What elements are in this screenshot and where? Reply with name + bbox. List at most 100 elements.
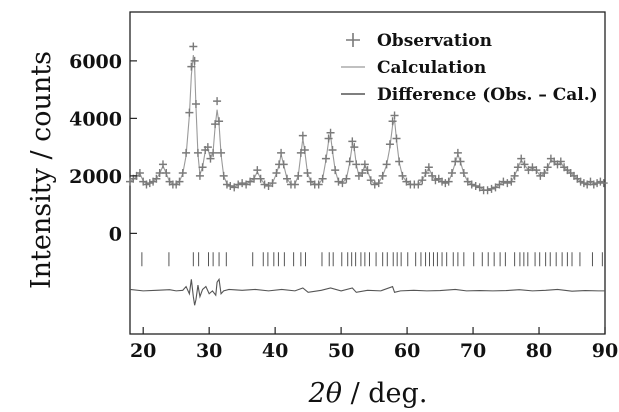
observation-point bbox=[203, 143, 212, 152]
observation-point bbox=[162, 169, 171, 177]
observation-point bbox=[366, 176, 375, 185]
x-tick-label-20: 20 bbox=[130, 340, 156, 362]
observation-point bbox=[444, 177, 453, 186]
observation-point bbox=[428, 171, 437, 180]
observation-point bbox=[152, 174, 161, 183]
observation-point bbox=[326, 128, 335, 137]
observation-point bbox=[517, 154, 526, 163]
legend: Observation Calculation Difference (Obs.… bbox=[341, 31, 598, 105]
observation-point bbox=[395, 157, 404, 166]
observation-point bbox=[206, 154, 215, 163]
observation-point bbox=[253, 166, 262, 175]
y-axis-ticks: 0 2000 4000 6000 bbox=[69, 51, 137, 245]
observation-point bbox=[459, 169, 468, 177]
observation-point bbox=[352, 160, 361, 169]
y-axis-title: Intensity / counts bbox=[26, 51, 57, 289]
observation-point bbox=[135, 169, 144, 177]
observation-point bbox=[378, 171, 387, 180]
observation-point bbox=[294, 171, 303, 180]
observation-point bbox=[467, 180, 476, 189]
y-tick-label-4000: 4000 bbox=[69, 108, 122, 130]
observation-point bbox=[418, 176, 427, 185]
observation-point bbox=[213, 97, 222, 106]
observation-point bbox=[318, 174, 327, 183]
y-tick-label-2000: 2000 bbox=[69, 166, 122, 188]
x-axis-ticks: 20 30 40 50 60 70 80 90 bbox=[130, 327, 618, 362]
observation-point bbox=[189, 42, 198, 51]
observation-point bbox=[556, 157, 565, 166]
observation-point bbox=[158, 160, 167, 169]
observation-point bbox=[277, 148, 286, 157]
x-axis-title: 2θ / deg. bbox=[308, 378, 428, 409]
x-tick-label-70: 70 bbox=[460, 340, 486, 362]
observation-point bbox=[390, 111, 399, 120]
observation-point bbox=[219, 171, 228, 180]
observation-point bbox=[540, 169, 549, 177]
observation-point bbox=[175, 177, 184, 186]
observation-point bbox=[193, 148, 202, 157]
observation-point bbox=[599, 179, 608, 188]
observation-point bbox=[385, 140, 394, 149]
plot-frame bbox=[129, 11, 606, 335]
observation-point bbox=[334, 177, 343, 186]
legend-label-observation: Observation bbox=[377, 31, 492, 51]
x-tick-label-30: 30 bbox=[196, 340, 222, 362]
x-tick-label-40: 40 bbox=[262, 340, 288, 362]
observation-point bbox=[331, 166, 340, 175]
observation-point bbox=[453, 148, 462, 157]
legend-item-observation: Observation bbox=[346, 31, 492, 51]
plot-content bbox=[126, 42, 608, 306]
observation-point bbox=[328, 146, 337, 154]
observation-point bbox=[283, 174, 292, 183]
observation-point bbox=[314, 180, 323, 189]
x-tick-label-80: 80 bbox=[526, 340, 552, 362]
observation-point bbox=[272, 169, 281, 177]
observation-point bbox=[298, 131, 307, 140]
x-axis-title-symbol: 2θ bbox=[308, 378, 342, 409]
x-tick-label-60: 60 bbox=[394, 340, 420, 362]
observation-point bbox=[414, 180, 423, 189]
observation-point bbox=[503, 179, 512, 188]
difference-series-line bbox=[129, 277, 605, 306]
legend-item-calculation: Calculation bbox=[341, 58, 486, 78]
observation-point bbox=[187, 62, 196, 71]
observation-point bbox=[392, 134, 401, 143]
y-tick-label-0: 0 bbox=[109, 223, 122, 245]
x-tick-label-50: 50 bbox=[328, 340, 354, 362]
x-tick-label-90: 90 bbox=[592, 340, 618, 362]
observation-point bbox=[290, 180, 299, 189]
observation-point bbox=[348, 137, 357, 146]
observation-point bbox=[209, 148, 218, 157]
legend-plus-marker-icon bbox=[346, 33, 360, 47]
observation-point bbox=[507, 177, 516, 186]
observation-point bbox=[185, 108, 194, 117]
observation-point bbox=[374, 179, 383, 188]
legend-label-calculation: Calculation bbox=[377, 58, 486, 78]
observation-point bbox=[268, 179, 277, 188]
observation-point bbox=[513, 163, 522, 172]
legend-item-difference: Difference (Obs. – Cal.) bbox=[341, 85, 598, 105]
observation-point bbox=[182, 148, 191, 157]
calculation-series-line bbox=[129, 55, 604, 191]
observation-point bbox=[345, 157, 354, 166]
observation-point bbox=[226, 181, 235, 190]
observation-point bbox=[398, 171, 407, 180]
observation-point bbox=[195, 171, 204, 180]
observation-point bbox=[279, 160, 288, 169]
observation-point bbox=[499, 177, 508, 186]
observation-point bbox=[321, 154, 330, 163]
observation-point bbox=[190, 56, 199, 65]
observation-point bbox=[238, 179, 247, 188]
observation-point bbox=[300, 146, 309, 154]
observation-point bbox=[191, 100, 200, 108]
observation-point bbox=[350, 143, 359, 152]
observation-point bbox=[363, 166, 372, 175]
observation-point bbox=[483, 186, 492, 195]
observation-point bbox=[424, 163, 433, 172]
observation-point bbox=[421, 169, 430, 177]
observation-point bbox=[447, 169, 456, 177]
observation-point bbox=[510, 171, 519, 180]
observation-point bbox=[543, 163, 552, 172]
observation-point bbox=[520, 160, 529, 169]
